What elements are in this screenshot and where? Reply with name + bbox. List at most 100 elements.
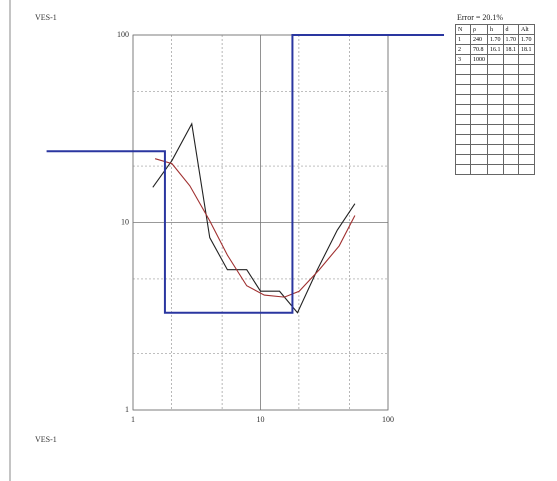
table-cell [455,114,471,125]
table-cell [470,74,488,85]
empty-row [455,144,535,155]
table-cell: 240 [470,34,488,45]
y-tick-label: 10 [121,217,129,226]
table-cell [470,94,488,105]
table-cell [502,124,519,135]
table-cell [502,64,519,75]
x-tick-label: 10 [257,415,265,424]
table-cell: 3 [455,54,471,65]
table-cell [518,84,535,95]
table-cell: 16.1 [487,44,504,55]
table-cell [455,124,471,135]
table-cell [470,84,488,95]
empty-row [455,124,535,135]
table-cell [518,64,535,75]
x-tick-label: 100 [382,415,394,424]
series-line [154,158,356,298]
table-cell [470,104,488,115]
table-cell [518,94,535,105]
table-cell [487,114,504,125]
table-cell [518,104,535,115]
table-cell [487,54,504,65]
empty-row [455,104,535,115]
table-cell [487,84,504,95]
table-cell [487,134,504,145]
table-cell [470,114,488,125]
table-cell [470,164,488,175]
empty-row [455,74,535,85]
table-cell [470,64,488,75]
table-cell [455,74,471,85]
table-cell: 18.1 [502,44,519,55]
table-cell [502,104,519,115]
empty-row [455,134,535,145]
table-cell [518,144,535,155]
table-cell [502,134,519,145]
table-cell [487,164,504,175]
table-cell: 70.8 [470,44,488,55]
table-cell [502,74,519,85]
table-cell: 1.70 [518,34,535,45]
table-cell [487,154,504,165]
table-cell: 1000 [470,54,488,65]
table-cell: 1.70 [502,34,519,45]
table-cell [518,54,535,65]
table-cell [502,164,519,175]
header-cell: ρ [470,24,488,35]
empty-row [455,154,535,165]
table-cell [487,124,504,135]
header-cell: h [487,24,504,35]
table-cell [455,134,471,145]
table-cell [502,94,519,105]
table-cell [518,124,535,135]
table-cell [502,144,519,155]
table-cell [502,54,519,65]
table-cell [455,94,471,105]
table-cell [455,144,471,155]
table-cell [502,154,519,165]
table-cell: 2 [455,44,471,55]
chart-title: VES-1 [35,13,57,22]
header-cell: N [455,24,471,35]
empty-row [455,84,535,95]
table-cell [518,164,535,175]
caption: VES-1 [35,435,57,444]
table-cell [487,144,504,155]
table-row: 2 70.8 16.1 18.1 18.1 [455,44,535,55]
table-cell [455,84,471,95]
error-label: Error = 20.1% [457,13,504,22]
table-cell [470,154,488,165]
table-cell [470,124,488,135]
y-tick-label: 100 [117,30,129,39]
table-cell [487,74,504,85]
header-cell: d [502,24,519,35]
x-tick-label: 1 [131,415,135,424]
table-cell [455,104,471,115]
table-cell [518,154,535,165]
table-cell [487,104,504,115]
table-cell [455,164,471,175]
table-cell [502,114,519,125]
table-cell [518,74,535,85]
empty-row [455,164,535,175]
y-tick-label: 1 [125,405,129,414]
table-cell [518,114,535,125]
table-cell: 1 [455,34,471,45]
series-line [152,122,356,314]
table-row: 1 240 1.70 1.70 1.70 [455,34,535,45]
table-cell: 1.70 [487,34,504,45]
table-cell [518,134,535,145]
empty-row [455,114,535,125]
table-cell [455,154,471,165]
empty-row [455,64,535,75]
table-cell [502,84,519,95]
table-row: 3 1000 [455,54,535,65]
table-cell [487,94,504,105]
table-cell [455,64,471,75]
table-cell [470,134,488,145]
table-cell [487,64,504,75]
